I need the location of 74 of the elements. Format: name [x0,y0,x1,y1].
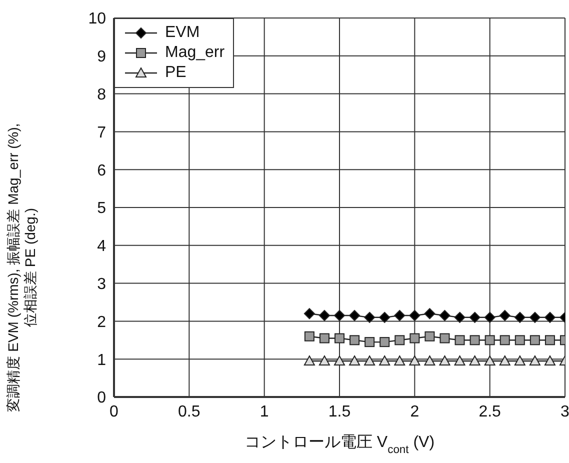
point [349,355,360,366]
point [364,312,376,323]
point [484,335,495,346]
point [364,337,375,348]
x-tick-label: 1.5 [328,403,351,420]
y-tick-label: 7 [97,124,106,142]
point [514,335,525,346]
y-tick-label: 6 [97,162,106,180]
point [334,355,345,366]
point [424,308,436,320]
point [424,331,435,342]
y-tick-label: 3 [97,276,106,293]
point [469,355,480,366]
point [304,308,315,320]
legend-label: EVM [165,23,200,43]
point [424,355,436,366]
point [334,333,344,344]
point [454,312,466,323]
point [349,310,360,322]
legend-label: PE [165,63,186,83]
point [499,310,510,322]
point [484,355,496,366]
point [514,355,526,366]
point [530,335,540,346]
point [499,355,510,366]
y-tick-label: 5 [97,200,106,218]
point [544,335,555,346]
point [394,310,406,322]
y-tick-label: 9 [97,48,106,66]
legend-label: Mag_err [165,43,225,63]
point [439,355,450,366]
x-tick-label: 3 [560,403,569,420]
x-tick-label: 2 [410,403,420,420]
point [394,335,405,346]
point [500,335,510,346]
point [334,310,345,322]
x-tick-label: 0 [110,403,119,420]
point [379,355,390,366]
point [409,310,420,322]
point [529,355,540,366]
point [379,312,390,323]
point [318,355,330,366]
x-axis-title: コントロール電圧 V$_{cont}$ (V) [244,434,435,456]
y-tick-label: 8 [97,86,106,104]
point [394,355,406,366]
point [544,312,556,323]
point [319,333,330,344]
point [409,355,420,366]
y-tick-label: 2 [97,314,106,331]
point [484,312,496,323]
point [380,337,390,348]
point [470,335,480,346]
y-tick-label: 4 [97,238,106,256]
y-tick-label: 1 [97,352,106,369]
point [544,355,556,366]
point [469,312,480,323]
x-tick-label: 2.5 [478,403,502,420]
y-axis-title: 変調精度 EVM (%rms), 振幅誤差 Mag_err (%), 位相誤差 PE (deg.) [5,123,38,412]
x-tick-label: 1 [260,403,269,420]
point [529,312,540,323]
point [410,333,420,344]
point [454,335,465,346]
point [318,310,330,322]
point [304,331,314,342]
point [364,355,376,366]
y-tick-label: 10 [88,10,106,28]
point [454,355,466,366]
y-tick-label: 0 [97,390,106,407]
point [350,335,360,346]
point [439,310,450,322]
point [304,355,315,366]
point [440,333,450,344]
x-tick-label: 0.5 [178,403,200,420]
point [514,312,526,323]
